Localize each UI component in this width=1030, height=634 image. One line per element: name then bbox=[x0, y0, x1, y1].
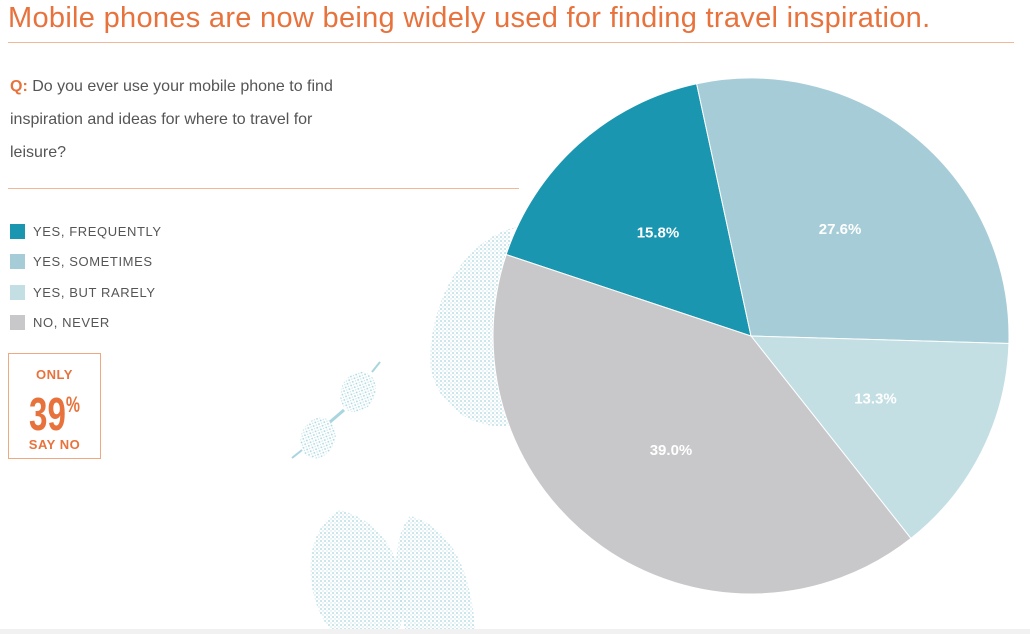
stat-callout: ONLY 39% SAY NO bbox=[8, 353, 101, 459]
pie-slice-yes-frequently bbox=[505, 83, 752, 337]
title-divider bbox=[8, 42, 1014, 43]
legend-swatch bbox=[10, 315, 25, 331]
pie-data-label: 13.3% bbox=[854, 391, 897, 408]
survey-question: Q: Do you ever use your mobile phone to … bbox=[10, 70, 360, 169]
callout-unit: % bbox=[65, 392, 80, 417]
sunglasses-icon bbox=[291, 361, 381, 459]
callout-bottom-text: SAY NO bbox=[28, 437, 81, 452]
legend-label: YES, BUT RARELY bbox=[33, 284, 156, 300]
page-title: Mobile phones are now being widely used … bbox=[8, 2, 931, 34]
legend-label: YES, FREQUENTLY bbox=[33, 223, 162, 239]
pie-data-label: 39.0% bbox=[650, 442, 693, 459]
pie-slice-no-never bbox=[492, 253, 912, 595]
bottom-divider bbox=[0, 629, 1030, 634]
pie-slice-yes-but-rarely bbox=[749, 335, 1010, 540]
pie-slice-yes-sometimes bbox=[696, 77, 1010, 344]
legend-item-frequently: YES, FREQUENTLY bbox=[10, 216, 162, 247]
callout-value: 39% bbox=[22, 382, 88, 437]
legend-label: NO, NEVER bbox=[33, 315, 110, 331]
flip-flops-icon bbox=[310, 510, 475, 629]
pie-data-label: 15.8% bbox=[637, 224, 680, 241]
legend-swatch bbox=[10, 254, 25, 270]
question-text: Do you ever use your mobile phone to fin… bbox=[10, 78, 333, 161]
callout-number: 39 bbox=[29, 388, 66, 440]
legend-swatch bbox=[10, 223, 25, 239]
legend-item-never: NO, NEVER bbox=[10, 308, 162, 339]
legend-item-sometimes: YES, SOMETIMES bbox=[10, 247, 162, 278]
callout-top-text: ONLY bbox=[36, 367, 73, 382]
question-divider bbox=[8, 188, 519, 189]
legend-item-rarely: YES, BUT RARELY bbox=[10, 277, 162, 308]
legend-swatch bbox=[10, 284, 25, 300]
pie-data-label: 27.6% bbox=[819, 221, 862, 238]
question-label: Q: bbox=[10, 78, 28, 95]
legend-label: YES, SOMETIMES bbox=[33, 254, 153, 270]
chart-legend: YES, FREQUENTLY YES, SOMETIMES YES, BUT … bbox=[10, 216, 162, 338]
